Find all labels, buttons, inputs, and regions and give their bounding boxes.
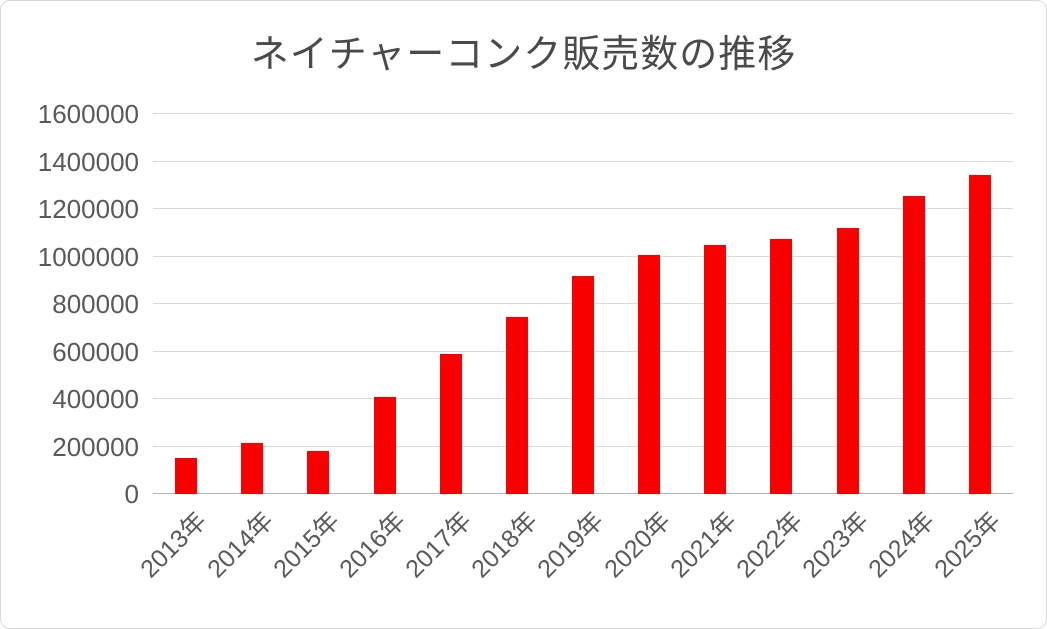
gridline xyxy=(153,208,1013,209)
bar-2022 xyxy=(770,238,793,494)
x-tick-label: 2013年 xyxy=(135,506,213,584)
x-tick-label: 2021年 xyxy=(664,506,742,584)
gridline xyxy=(153,113,1013,114)
x-tick-label: 2014年 xyxy=(201,506,279,584)
bar-2023 xyxy=(836,228,859,494)
x-tick-label: 2017年 xyxy=(400,506,478,584)
x-tick-label: 2015年 xyxy=(267,506,345,584)
bar-2021 xyxy=(704,244,727,494)
bar-2024 xyxy=(902,195,925,494)
gridline xyxy=(153,255,1013,257)
bar-2014 xyxy=(241,442,264,494)
bar-2017 xyxy=(439,353,462,494)
x-tick-label: 2022年 xyxy=(731,506,808,584)
y-tick-label: 0 xyxy=(124,479,139,509)
chart-title: ネイチャーコンク販売数の推移 xyxy=(250,34,797,76)
bar-2013 xyxy=(175,458,198,494)
y-tick-label: 1600000 xyxy=(37,99,139,129)
bar-2018 xyxy=(505,317,528,494)
y-axis-labels: 0 200000 400000 600000 800000 1000000 1200000 1… xyxy=(1,101,139,507)
x-tick-label: 2024年 xyxy=(863,506,941,584)
x-tick-label: 2016年 xyxy=(334,506,411,584)
x-tick-label: 2020年 xyxy=(598,506,676,584)
plot-area xyxy=(153,113,1013,494)
x-tick-label: 2023年 xyxy=(797,506,875,584)
y-tick-label: 800000 xyxy=(52,289,139,319)
y-tick-label: 1200000 xyxy=(37,194,139,224)
x-tick-label: 2019年 xyxy=(532,506,610,584)
bar-2019 xyxy=(572,275,594,494)
bar-2020 xyxy=(638,255,661,494)
y-tick-label: 400000 xyxy=(52,384,139,414)
bar-2015 xyxy=(307,451,330,494)
x-tick-label: 2018年 xyxy=(466,506,544,584)
x-tick-label: 2025年 xyxy=(929,506,1007,584)
bar-2025 xyxy=(968,174,991,494)
y-tick-label: 1400000 xyxy=(37,146,139,177)
y-tick-label: 600000 xyxy=(52,336,139,367)
x-axis-labels: 2013年 2014年 2015年 2016年 2017年 2018年 2019年 2020年… xyxy=(136,498,1013,618)
y-tick-label: 200000 xyxy=(52,431,139,462)
y-tick-label: 1000000 xyxy=(37,241,139,272)
bar-2016 xyxy=(373,396,396,494)
gridline xyxy=(153,160,1013,162)
